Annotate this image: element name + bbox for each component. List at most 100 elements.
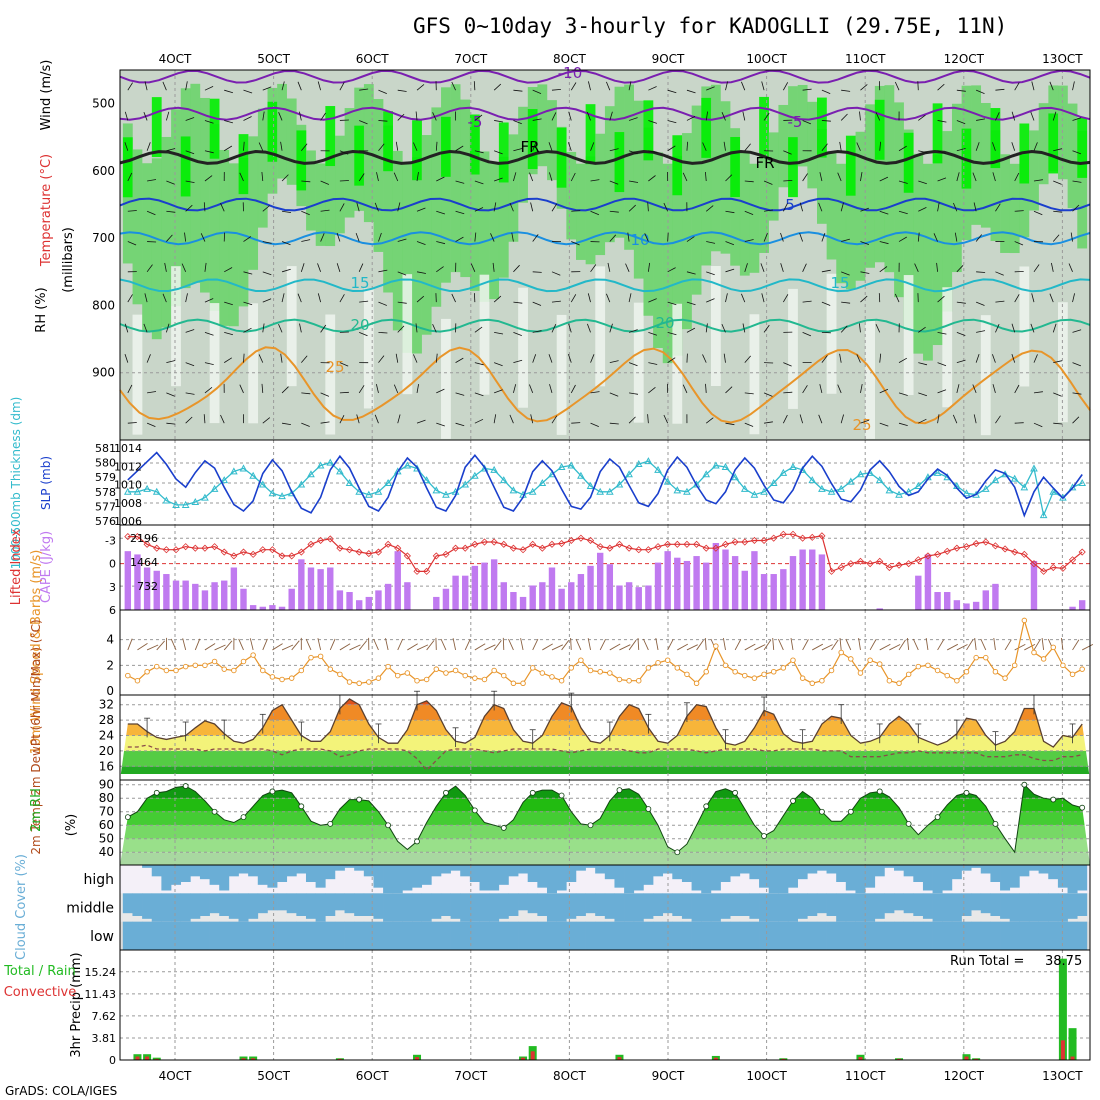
wind-barb [355,232,360,242]
wind-barb [243,327,252,333]
wind-barb [667,232,669,242]
precip-bar-total [1058,958,1067,1060]
rh-shade-high [325,106,336,167]
wind-barb [262,271,272,276]
x-tick-label-bottom: 6OCT [356,1069,389,1083]
cloud-bar [209,893,220,914]
thickness-point [403,461,412,469]
wind-barb [511,232,514,242]
wind-barb [860,207,870,212]
wind-barb [532,301,542,306]
wind-speed-point [983,654,989,661]
wind-barb [590,142,595,151]
cloud-bar [951,921,962,950]
wind-barb [821,143,828,151]
wind-barb [937,389,947,394]
wind-barb [204,262,207,272]
wind-barb [667,331,677,336]
cloud-bar [450,865,461,871]
wind-barb [840,113,848,121]
lifted-index-point [374,548,383,556]
thickness-point [962,489,971,497]
wind-barb [841,89,851,92]
rh-shade [759,155,769,253]
wind-barb [667,357,676,363]
cloud-bar [248,893,259,919]
thickness-point [846,477,855,485]
temp-tick-label: 20 [99,744,114,758]
cloud-bar [749,865,760,880]
wind-barb [918,207,927,212]
cape-bar [992,583,999,610]
rh-shade [1019,154,1030,238]
thickness-point [885,486,894,494]
cape-bar [635,587,642,610]
cape-tick-label: 2196 [130,532,158,545]
wind-barb [860,172,863,182]
wind-barb [509,202,514,212]
wind-barb [840,414,844,424]
wind-barb [224,120,234,124]
wind-speed-point [693,680,700,687]
wind-barb [818,414,823,424]
wind-barb [415,323,418,333]
wind-barb [702,354,707,363]
cloud-bar [932,921,943,950]
cloud-bar [691,893,702,922]
lifted-index-point [317,536,325,545]
wind-barb [647,262,650,272]
cape-bar [789,556,797,610]
cape-bar [365,596,373,610]
rh-shade [335,135,345,234]
wind-barb [629,180,639,183]
wind-barb [397,271,407,276]
wind-barb [663,202,669,212]
cloud-bar [884,921,895,950]
wind-barb-10m [508,638,514,651]
lifted-index-point [664,540,672,548]
wind-barb [837,172,842,182]
rh-shade [286,98,297,185]
cloud-bar [421,865,432,885]
rh-shade [797,84,808,167]
wind-barb [262,298,272,303]
wind-barb-10m [520,638,524,651]
cape-bar [192,583,199,610]
wind-barb [301,239,311,242]
cloud-bar [383,893,394,922]
wind-barb [432,112,437,121]
wind-barb [490,233,495,242]
isotherm-label: 15 [350,274,369,292]
rh-shade-dry [903,275,914,396]
cloud-bar [354,921,365,950]
wind-barb [164,262,167,272]
thickness-point [162,496,171,504]
thickness-point [374,487,383,495]
wind-barb [162,293,167,303]
wind-barb [493,414,497,424]
cloud-bar [845,921,856,950]
precip-bar-convective [241,1058,246,1060]
cape-bar [1069,606,1076,610]
cloud-bar [566,865,577,882]
wind-barb [1051,262,1054,272]
rh-shade-dry [1019,266,1030,387]
cloud-bar [161,865,172,891]
precip-bar-convective [145,1056,150,1060]
cloud-bar [527,921,538,950]
rh-shade-dry [633,302,644,423]
wind-barb [1049,81,1054,91]
cloud-bar [855,865,866,894]
wind-barb [956,384,960,394]
wind-barb [474,392,484,397]
cloud-bar [238,921,249,950]
panel-bg [120,950,1090,1060]
lifted-index-point [413,567,421,575]
wind-barb [956,89,966,92]
wind-barb [763,324,770,333]
footer-credit: GrADS: COLA/IGES [5,1084,117,1098]
thickness-point [683,487,691,495]
cape-bar [452,575,459,610]
wind-barb [224,301,233,306]
